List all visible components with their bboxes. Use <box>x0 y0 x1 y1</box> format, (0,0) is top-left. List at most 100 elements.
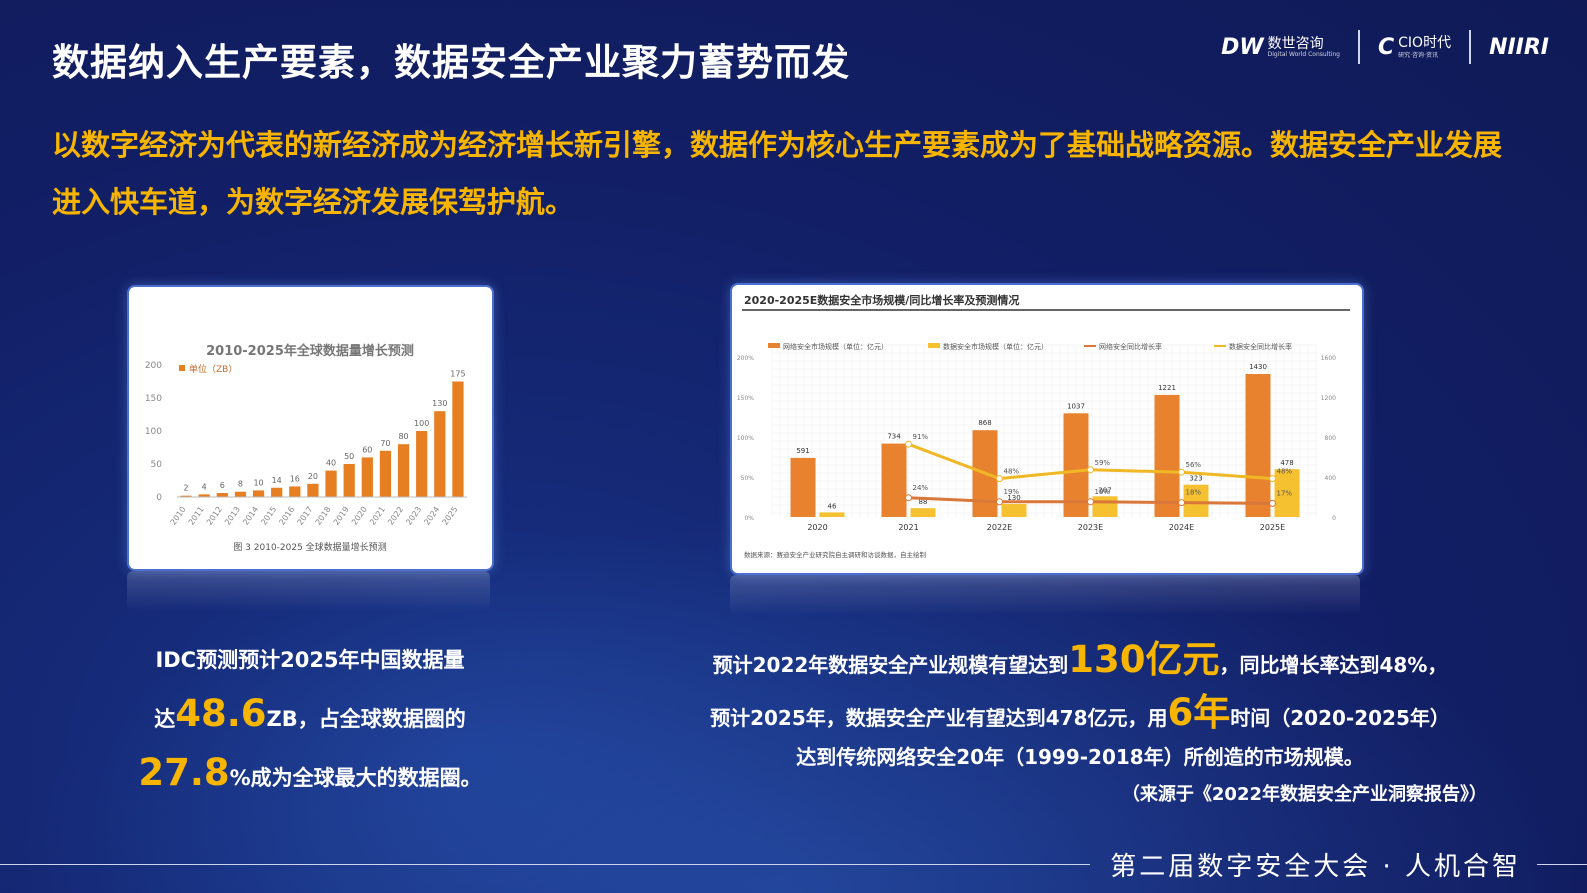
legend-swatch <box>768 343 780 348</box>
footer-divider <box>0 864 1090 865</box>
background-glow <box>0 513 1587 893</box>
data-label: 14 <box>272 476 282 485</box>
x-tick-label: 2010 <box>169 505 188 527</box>
line-point <box>1269 499 1276 507</box>
line-point <box>996 475 1003 483</box>
bar-data-security <box>1001 504 1027 517</box>
line-data-label: 17% <box>1277 489 1293 497</box>
left-caption-line2: 达48.6ZB，占全球数据圈的 <box>110 687 510 746</box>
data-label: 50 <box>344 452 354 461</box>
data-label: 40 <box>326 459 336 468</box>
legend-label: 单位（ZB） <box>189 363 237 375</box>
line-point <box>905 440 912 448</box>
bar-network-security <box>1154 394 1180 517</box>
data-label: 6 <box>220 481 225 490</box>
data-label: 868 <box>978 419 991 427</box>
data-label: 175 <box>450 370 465 379</box>
global-data-chart-card: 2010-2025年全球数据量增长预测单位（ZB） 0 50 100 150 200 2 20… <box>127 285 494 571</box>
dw-logo-mark: DW <box>1221 34 1264 60</box>
y-tick-label-right: 400 <box>1325 475 1337 482</box>
data-label: 130 <box>1007 494 1020 502</box>
x-tick-label: 2014 <box>241 505 260 527</box>
x-tick-label: 2023E <box>1078 523 1103 532</box>
data-label: 70 <box>380 439 390 448</box>
y-tick-label: 0 <box>156 493 162 503</box>
right-caption-line1: 预计2022年数据安全产业规模有望达到130亿元，同比增长率达到48%， <box>660 636 1500 689</box>
data-label: 88 <box>919 498 928 506</box>
left-caption-text: %成为全球最大的数据圈。 <box>229 766 482 790</box>
right-caption-text: 预计2022年数据安全产业规模有望达到 <box>712 653 1069 677</box>
dw-logo-text: 数世咨询 <box>1267 35 1324 52</box>
y-tick-label: 200 <box>145 361 162 371</box>
data-label: 734 <box>887 433 901 441</box>
bar <box>234 491 247 497</box>
x-tick-label: 2017 <box>296 505 315 527</box>
x-tick-label: 2013 <box>223 505 242 527</box>
y-tick-label: 150 <box>145 394 162 404</box>
right-caption-text: ，同比增长率达到48%， <box>1219 653 1448 677</box>
y-tick-label-right: 800 <box>1325 435 1337 442</box>
legend-label: 数据安全市场规模（单位：亿元） <box>943 342 1048 351</box>
data-label: 8 <box>238 480 243 489</box>
chart-reflection <box>730 575 1360 615</box>
highlight-number: 6年 <box>1167 691 1231 734</box>
bar <box>216 493 228 497</box>
x-tick-label: 2018 <box>314 505 333 527</box>
cio-logo-text: CIO时代 <box>1398 34 1452 51</box>
data-label: 20 <box>308 472 318 481</box>
x-tick-label: 2020 <box>807 523 827 532</box>
niiri-logo-mark: NIIRI <box>1489 34 1549 60</box>
chart-title: 2020-2025E数据安全市场规模/同比增长率及预测情况 <box>744 293 1019 307</box>
security-market-chart-card: 2020-2025E数据安全市场规模/同比增长率及预测情况 0% 50% 100% 15… <box>730 283 1364 575</box>
bar <box>397 444 410 497</box>
y-tick-label: 100 <box>145 427 162 437</box>
bar <box>271 487 283 497</box>
logo-divider <box>1357 30 1360 64</box>
line-point <box>1087 466 1094 474</box>
x-tick-label: 2022 <box>386 505 405 527</box>
data-label: 100 <box>414 419 429 428</box>
right-caption: 预计2022年数据安全产业规模有望达到130亿元，同比增长率达到48%， 预计2… <box>660 636 1500 772</box>
data-label: 80 <box>398 432 408 441</box>
line-point <box>996 498 1003 506</box>
bar <box>198 494 210 497</box>
security-market-chart: 2020-2025E数据安全市场规模/同比增长率及预测情况 0% 50% 100% 15… <box>737 293 1350 559</box>
data-label: 2 <box>184 484 189 493</box>
highlight-number: 130亿元 <box>1068 638 1220 681</box>
bar <box>452 381 464 497</box>
x-tick-label: 2016 <box>277 505 296 527</box>
chart-caption: 图 3 2010-2025 全球数据量增长预测 <box>233 541 386 553</box>
line-data-label: 56% <box>1186 461 1202 469</box>
line-data-label: 18% <box>1186 489 1202 497</box>
bar-data-security <box>1092 496 1118 517</box>
cio-logo: C CIO时代 研究·咨询·资讯 <box>1378 35 1451 60</box>
x-tick-label: 2022E <box>987 523 1012 532</box>
left-caption-line1: IDC预测预计2025年中国数据量 <box>155 648 465 672</box>
page-title: 数据纳入生产要素，数据安全产业聚力蓄势而发 <box>52 41 850 84</box>
data-label: 60 <box>362 445 372 454</box>
line-point <box>1178 468 1185 476</box>
x-tick-label: 2023 <box>404 505 423 527</box>
chart-title: 2010-2025年全球数据量增长预测 <box>206 343 414 359</box>
line-data-label: 59% <box>1095 459 1111 467</box>
right-caption-line3: 达到传统网络安全20年（1999-2018年）所创造的市场规模。 <box>796 745 1364 769</box>
right-caption-line2: 预计2025年，数据安全产业有望达到478亿元，用6年时间（2020-2025年… <box>660 689 1500 742</box>
right-caption-text: 预计2025年，数据安全产业有望达到478亿元，用 <box>710 706 1168 730</box>
bar <box>416 431 428 497</box>
y-tick-label-left: 0% <box>744 515 754 522</box>
x-tick-label: 2019 <box>332 505 351 527</box>
legend-swatch <box>928 343 940 348</box>
left-caption: IDC预测预计2025年中国数据量 达48.6ZB，占全球数据圈的 27.8%成… <box>110 634 510 805</box>
source-note: （来源于《2022年数据安全产业洞察报告》） <box>1121 784 1487 805</box>
footer-conference-name: 第二届数字安全大会 · 人机合智 <box>1110 852 1521 882</box>
data-label: 1430 <box>1249 363 1267 371</box>
partner-logos: DW 数世咨询 Digital World Consulting C CIO时代… <box>1221 30 1549 64</box>
dw-logo-sub: Digital World Consulting <box>1267 50 1340 58</box>
bar-data-security <box>910 508 936 517</box>
data-label: 591 <box>796 447 809 455</box>
line-point <box>1269 475 1276 483</box>
x-tick-label: 2012 <box>205 505 224 527</box>
y-tick-label-left: 150% <box>737 395 754 402</box>
line-data-security-growth <box>907 442 1273 481</box>
